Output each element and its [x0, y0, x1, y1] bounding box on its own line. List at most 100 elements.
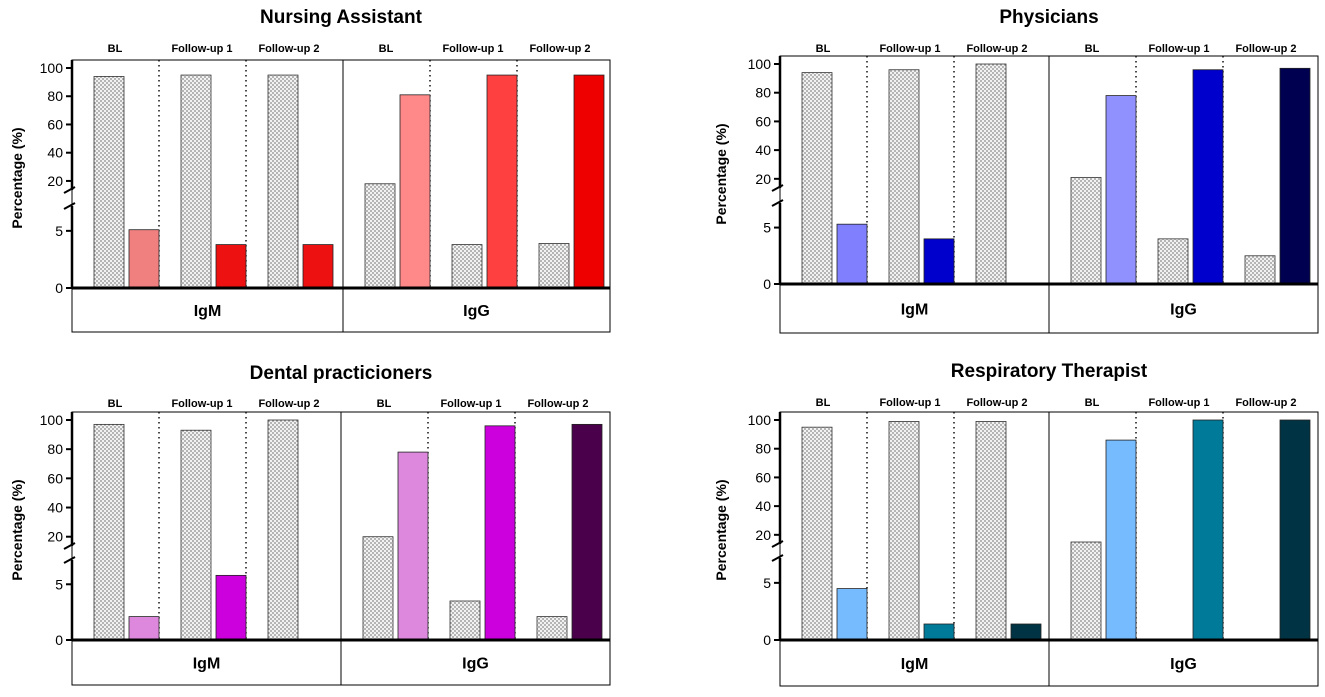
y-tick-label: 20 — [755, 171, 771, 187]
bar-negative — [801, 72, 833, 285]
y-tick-label: 5 — [55, 576, 63, 592]
bar-negative — [267, 419, 299, 641]
bar-positive — [836, 223, 868, 285]
group-label: Follow-up 1 — [440, 398, 501, 410]
group-label: Follow-up 2 — [527, 398, 588, 410]
bar-positive — [571, 423, 603, 641]
bar-positive — [1010, 623, 1042, 641]
class-label-igm: IgM — [194, 303, 222, 320]
group-label: Follow-up 1 — [1148, 43, 1209, 55]
group-label: BL — [377, 398, 392, 410]
y-tick-label: 100 — [748, 412, 772, 428]
y-tick-label: 0 — [763, 632, 771, 648]
y-tick-label: 80 — [755, 85, 771, 101]
axis-break-mark — [771, 184, 784, 192]
class-label-igg: IgG — [462, 656, 489, 673]
y-tick-label: 5 — [55, 223, 63, 239]
y-tick-label: 40 — [755, 142, 771, 158]
y-tick-label: 20 — [47, 173, 63, 189]
group-label: Follow-up 1 — [879, 397, 940, 409]
bar-negative — [93, 76, 125, 289]
group-label: BL — [1085, 43, 1100, 55]
axis-break-mark — [771, 199, 784, 207]
class-label-igg: IgG — [463, 303, 490, 320]
bar-positive — [215, 574, 247, 641]
bar-positive — [399, 94, 431, 289]
group-label: Follow-up 2 — [1235, 397, 1296, 409]
chart-title: Nursing Assistant — [260, 7, 423, 28]
class-label-igm: IgM — [901, 302, 929, 319]
bar-positive — [215, 244, 247, 289]
axis-break-mark — [63, 556, 76, 564]
chart-panel-2: Physicians BL Follow-up 1 Follow-up 2 BL Foll… — [713, 7, 1319, 334]
bar-negative — [888, 421, 920, 641]
axis-break-mark — [63, 186, 76, 194]
chart-panel-1: Nursing Assistant BL Follow-up 1 Follow-up … — [9, 7, 611, 333]
bar-negative — [975, 421, 1007, 641]
group-label: Follow-up 1 — [442, 43, 503, 55]
axis-break-mark — [63, 202, 76, 210]
y-tick-label: 80 — [755, 441, 771, 457]
y-tick-label: 20 — [755, 527, 771, 543]
bar-negative — [1070, 176, 1102, 285]
bar-positive — [923, 623, 955, 641]
bar-positive — [128, 616, 160, 641]
group-label: BL — [1085, 397, 1100, 409]
y-tick-label: 80 — [47, 441, 63, 457]
bar-negative — [538, 243, 570, 289]
y-axis-label: Percentage (%) — [9, 479, 25, 580]
y-tick-label: 100 — [40, 60, 64, 76]
bar-negative — [536, 616, 568, 641]
group-label: Follow-up 2 — [529, 43, 590, 55]
group-label: Follow-up 1 — [1148, 397, 1209, 409]
chart-panel-4: Respiratory Therapist BL Follow-up 1 Follow… — [713, 361, 1319, 687]
bar-negative — [451, 244, 483, 289]
y-tick-label: 5 — [763, 220, 771, 236]
chart-title: Physicians — [999, 7, 1098, 28]
y-tick-label: 80 — [47, 88, 63, 104]
bar-negative — [267, 74, 299, 289]
bar-positive — [302, 244, 334, 289]
bar-positive — [923, 238, 955, 285]
group-label: Follow-up 2 — [258, 398, 319, 410]
y-tick-label: 40 — [47, 500, 63, 516]
y-tick-label: 0 — [763, 276, 771, 292]
bar-positive — [1192, 419, 1224, 641]
bar-negative — [1157, 238, 1189, 285]
group-label: BL — [379, 43, 394, 55]
chart-title: Respiratory Therapist — [951, 361, 1148, 382]
bar-negative — [888, 69, 920, 285]
y-tick-label: 0 — [55, 632, 63, 648]
bar-positive — [573, 74, 605, 289]
y-axis-label: Percentage (%) — [713, 479, 729, 580]
bar-negative — [1070, 541, 1102, 641]
bar-positive — [397, 451, 429, 641]
bar-positive — [486, 74, 518, 289]
bar-positive — [1279, 419, 1311, 641]
y-tick-label: 60 — [47, 116, 63, 132]
group-label: Follow-up 2 — [966, 397, 1027, 409]
group-label: Follow-up 1 — [171, 43, 232, 55]
group-label: Follow-up 1 — [879, 43, 940, 55]
bar-positive — [836, 588, 868, 641]
bar-positive — [1105, 95, 1137, 285]
axis-break-mark — [771, 554, 784, 562]
axis-break-mark — [771, 540, 784, 548]
chart-panel-3: Dental practicioners BL Follow-up 1 Follow-… — [9, 363, 611, 686]
axis-break-mark — [63, 542, 76, 550]
y-tick-label: 20 — [47, 529, 63, 545]
y-tick-label: 60 — [755, 469, 771, 485]
bar-negative — [1244, 255, 1276, 285]
bar-negative — [364, 183, 396, 289]
y-tick-label: 40 — [755, 498, 771, 514]
class-label-igg: IgG — [1170, 656, 1197, 673]
class-label-igm: IgM — [901, 656, 929, 673]
chart-title: Dental practicioners — [250, 363, 433, 384]
y-tick-label: 5 — [763, 575, 771, 591]
class-label-igg: IgG — [1170, 302, 1197, 319]
y-tick-label: 40 — [47, 145, 63, 161]
bar-negative — [93, 423, 125, 641]
y-axis-label: Percentage (%) — [713, 123, 729, 224]
group-label: Follow-up 1 — [171, 398, 232, 410]
